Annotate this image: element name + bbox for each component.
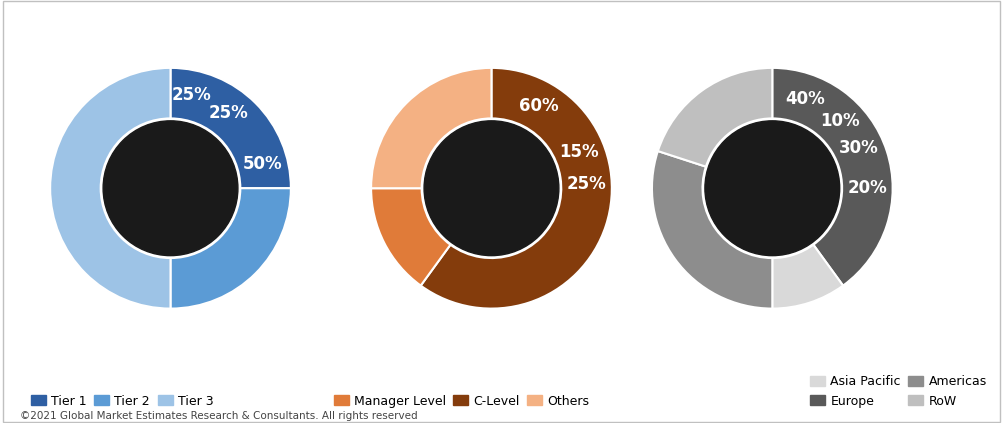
Text: 30%: 30%	[838, 139, 878, 157]
Wedge shape	[170, 68, 291, 188]
Circle shape	[103, 121, 237, 255]
Text: 25%: 25%	[208, 104, 248, 122]
Text: ©2021 Global Market Estimates Research & Consultants. All rights reserved: ©2021 Global Market Estimates Research &…	[20, 411, 417, 421]
Text: 60%: 60%	[519, 97, 558, 115]
Wedge shape	[371, 68, 491, 188]
Wedge shape	[170, 188, 291, 309]
Wedge shape	[420, 68, 611, 309]
Text: 25%: 25%	[566, 175, 606, 193]
Legend: Manager Level, C-Level, Others: Manager Level, C-Level, Others	[329, 390, 593, 412]
Circle shape	[424, 121, 558, 255]
Text: 25%: 25%	[171, 86, 210, 104]
Wedge shape	[371, 188, 450, 286]
Text: 10%: 10%	[819, 112, 859, 130]
Wedge shape	[50, 68, 170, 309]
Wedge shape	[651, 151, 772, 309]
Wedge shape	[772, 68, 892, 286]
Text: 20%: 20%	[847, 179, 887, 197]
Wedge shape	[772, 245, 843, 309]
Text: 50%: 50%	[242, 155, 282, 173]
Text: 15%: 15%	[559, 143, 598, 161]
Wedge shape	[657, 68, 772, 167]
Text: 40%: 40%	[785, 90, 824, 108]
Legend: Tier 1, Tier 2, Tier 3: Tier 1, Tier 2, Tier 3	[26, 390, 218, 412]
Circle shape	[704, 121, 839, 255]
Legend: Asia Pacific, Europe, Americas, RoW: Asia Pacific, Europe, Americas, RoW	[805, 370, 991, 412]
